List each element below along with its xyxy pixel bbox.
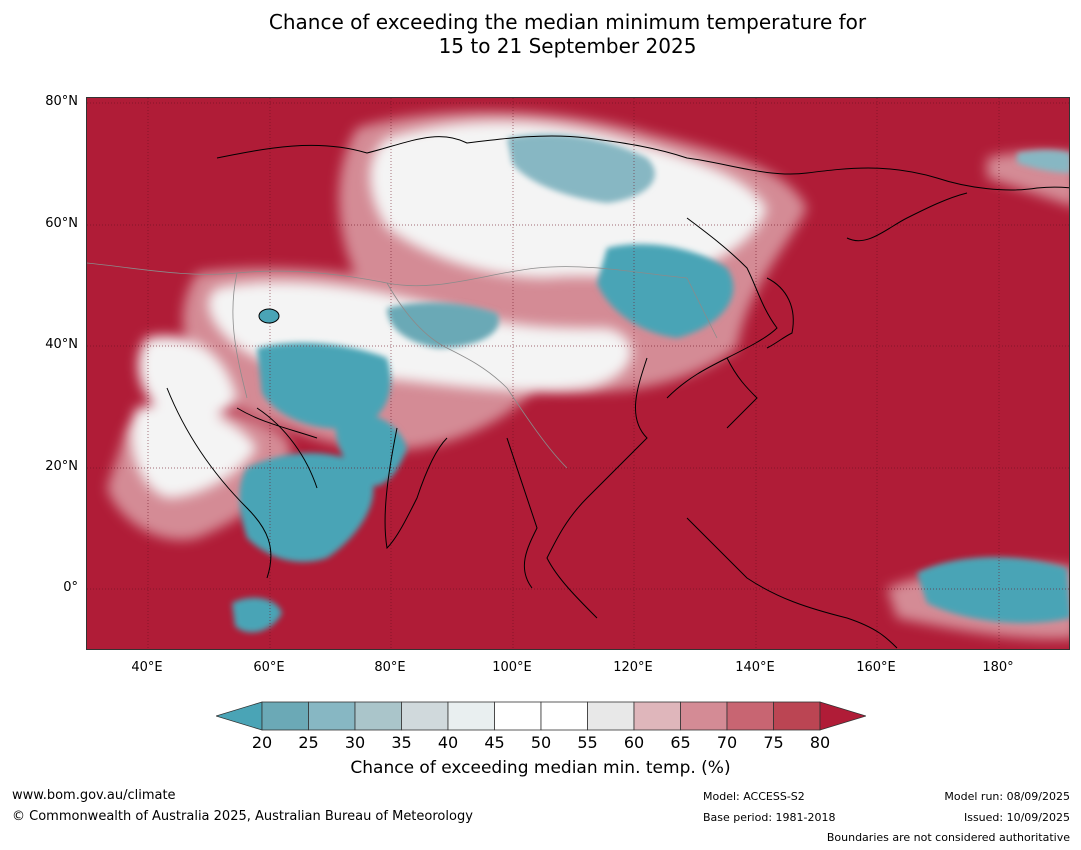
colorbar-low-extension (214, 701, 263, 731)
lat-label-60n: 60°N (45, 216, 78, 231)
colorbar-tick-65: 65 (670, 733, 691, 752)
colorbar-tick-70: 70 (716, 733, 738, 752)
colorbar-bin-75 (773, 701, 821, 731)
low-zone-layer (232, 134, 1069, 633)
lon-label-120e: 120°E (613, 660, 653, 675)
coastlines (166, 135, 1069, 649)
lat-label-0: 0° (63, 580, 78, 595)
lon-label-100e: 100°E (492, 660, 532, 675)
colorbar-tick-75: 75 (763, 733, 784, 752)
colorbar (214, 700, 868, 732)
lon-label-180: 180° (982, 660, 1014, 675)
colorbar-label: Chance of exceeding median min. temp. (%… (350, 758, 731, 778)
map-title-line1: Chance of exceeding the median minimum t… (268, 10, 867, 34)
copyright-text: © Commonwealth of Australia 2025, Austra… (12, 809, 473, 824)
country-boundaries (87, 262, 718, 469)
issued-text: Issued: 10/09/2025 (963, 811, 1070, 824)
map-title-line2: 15 to 21 September 2025 (438, 34, 697, 58)
lon-label-60e: 60°E (253, 660, 285, 675)
colorbar-bin-45 (494, 701, 542, 731)
lon-label-40e: 40°E (131, 660, 163, 675)
lon-label-160e: 160°E (856, 660, 896, 675)
colorbar-bin-55 (587, 701, 635, 731)
colorbar-tick-50: 50 (530, 733, 552, 752)
model-run-text: Model run: 08/09/2025 (944, 790, 1070, 803)
lat-label-20n: 20°N (45, 459, 78, 474)
colorbar-tick-80: 80 (809, 733, 831, 752)
lon-label-140e: 140°E (735, 660, 775, 675)
colorbar-bin-65 (680, 701, 728, 731)
lon-label-80e: 80°E (374, 660, 406, 675)
lat-label-40n: 40°N (45, 337, 78, 352)
colorbar-bin-30 (354, 701, 402, 731)
colorbar-tick-45: 45 (484, 733, 505, 752)
colorbar-tick-20: 20 (251, 733, 273, 752)
colorbar-bin-25 (308, 701, 356, 731)
colorbar-tick-60: 60 (623, 733, 645, 752)
colorbar-bin-50 (540, 701, 588, 731)
disclaimer-text: Boundaries are not considered authoritat… (826, 831, 1070, 844)
website-link[interactable]: www.bom.gov.au/climate (12, 788, 176, 803)
colorbar-tick-25: 25 (298, 733, 319, 752)
colorbar-tick-40: 40 (437, 733, 459, 752)
colorbar-bin-70 (726, 701, 774, 731)
colorbar-bin-35 (401, 701, 449, 731)
graticule (87, 98, 1069, 649)
colorbar-tick-55: 55 (577, 733, 598, 752)
colorbar-tick-30: 30 (344, 733, 366, 752)
colorbar-tick-35: 35 (391, 733, 412, 752)
colorbar-bin-40 (447, 701, 495, 731)
model-text: Model: ACCESS-S2 (703, 790, 805, 803)
aral-sea-lake (258, 308, 280, 324)
colorbar-bin-20 (261, 701, 309, 731)
base-period-text: Base period: 1981-2018 (703, 811, 836, 824)
colorbar-bin-60 (633, 701, 681, 731)
lat-label-80n: 80°N (45, 94, 78, 109)
forecast-map (86, 97, 1070, 650)
colorbar-high-extension (819, 701, 868, 731)
